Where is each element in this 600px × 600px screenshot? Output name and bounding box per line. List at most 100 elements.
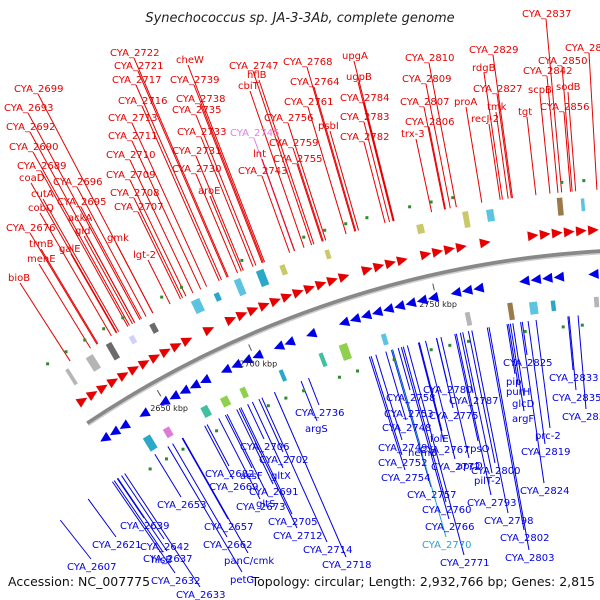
leader-line [19,282,71,362]
reverse-gene-arrow [284,336,296,346]
gene-label: CYA_2755 [273,154,322,165]
leader-line [375,354,403,441]
reverse-gene-arrow [394,300,406,310]
forward-gene-arrow [563,227,575,238]
forward-gene-arrow [116,372,129,382]
leader-line [258,79,315,245]
leader-line [131,122,208,287]
gene-label: CYA_2633 [176,590,225,600]
leader-line [181,437,229,520]
gene-label: CYA_2621 [92,540,141,551]
gene-label: CYA_2733 [177,127,226,138]
reverse-feature-block [239,386,249,399]
feature-marker [392,358,396,362]
gene-label: CYA_2784 [340,93,389,104]
forward-gene-arrow [85,391,98,402]
gene-label: CYA_2842 [523,66,572,77]
reverse-gene-arrow [405,297,417,307]
leader-line [40,170,129,327]
feature-marker [582,179,586,183]
leader-line [249,90,305,248]
reverse-gene-arrow [338,316,351,327]
leader-line [428,62,457,208]
gene-label: apcD [457,461,483,472]
gene-label: galE [59,244,81,255]
reverse-gene-arrow [273,340,286,350]
gene-label: tgt [518,107,532,118]
gene-label: CYA_2835 [552,393,600,404]
forward-feature-block [105,341,121,361]
leader-line [292,147,324,242]
leader-line [38,263,91,349]
feature-marker [344,222,348,226]
leader-line [539,94,551,194]
leader-line [195,114,257,266]
gene-label: CYA_2756 [264,113,313,124]
feature-marker [337,375,341,379]
leader-line [567,91,577,192]
leader-line [79,222,136,323]
leader-line [526,116,537,196]
leader-line [509,323,525,412]
reverse-gene-arrow [306,327,318,338]
gene-label: CYA_2759 [269,138,318,149]
feature-marker [356,369,360,373]
gene-label: recJ-2 [471,114,499,125]
gene-label: CYA_2712 [273,531,322,542]
gene-label: CYA_2731 [172,146,221,157]
leader-line [137,211,181,300]
gene-label: lgt-2 [133,250,156,261]
leader-line [385,351,407,421]
gene-label: CYA_2770 [422,540,471,551]
gene-label: CYA_2758 [386,393,435,404]
feature-marker [467,339,471,343]
gene-label: cutA [31,189,54,200]
reverse-gene-arrow [169,390,181,400]
leader-line [287,122,327,241]
forward-gene-arrow [527,231,539,242]
leader-line [42,198,120,332]
gene-label: CYA_2673 [236,502,285,513]
reverse-feature-block [142,434,158,452]
forward-feature-block [462,210,471,229]
leader-line [261,158,296,252]
leader-line [224,414,253,469]
forward-gene-arrow [326,277,338,287]
feature-marker [429,200,433,204]
leader-line [133,57,229,278]
reverse-gene-arrow [100,431,112,442]
leader-line [546,75,559,193]
leader-line [182,437,249,554]
gene-label: CYA_2717 [112,75,161,86]
leader-line [492,54,513,199]
leader-line [273,391,347,558]
gene-label: hemB [408,448,437,459]
leader-line [402,346,447,503]
feature-marker [160,295,164,299]
forward-gene-arrow [202,327,215,337]
leader-line [137,70,228,278]
forward-feature-block [85,354,101,372]
leader-line [141,105,220,282]
leader-line [59,519,92,560]
leader-line [506,324,516,375]
leader-line [567,316,574,371]
forward-gene-arrow [148,354,161,364]
feature-marker [181,447,185,451]
reverse-feature-block [528,301,539,315]
reverse-feature-block [338,342,352,361]
leader-line [296,163,323,242]
gene-label: CYA_2710 [106,150,155,161]
gene-label: CYA_2836 [562,412,600,423]
gene-label: CYA_2749 [378,443,427,454]
gene-label: pip [506,377,521,388]
gene-label: CYA_2637 [143,554,192,565]
gene-label: CYA_2676 [6,223,55,234]
feature-marker [451,196,455,200]
gene-label: ackA [68,213,92,224]
forward-gene-arrow [419,250,432,261]
reverse-gene-arrow [473,282,485,293]
gene-label: trx-3 [401,129,425,140]
leader-line [462,332,493,474]
